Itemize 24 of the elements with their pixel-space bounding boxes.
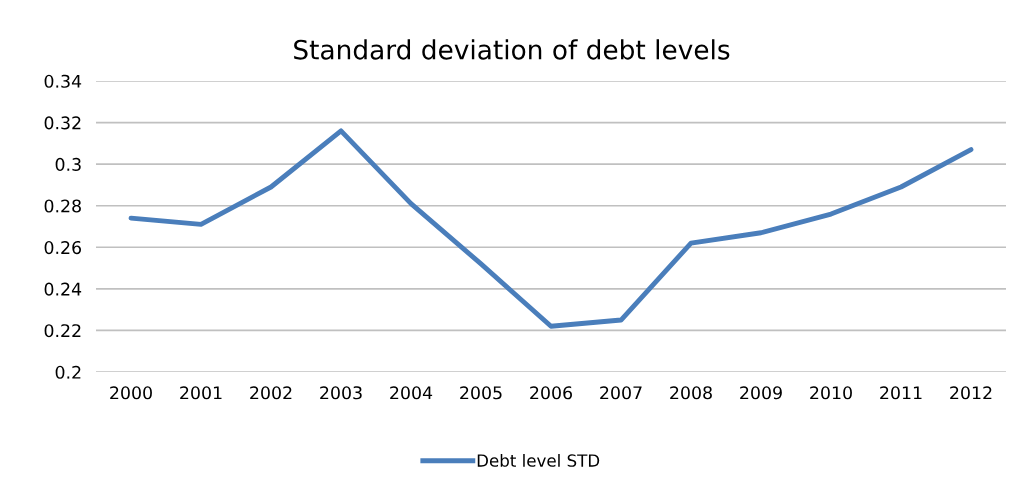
x-tick-label: 2009 [740,386,782,400]
y-tick-label: 0.26 [44,241,82,255]
x-tick-label: 2012 [950,386,992,400]
chart-title: Standard deviation of debt levels [294,39,730,60]
x-tick-label: 2008 [670,386,712,400]
legend-label: Debt level STD [477,453,600,467]
y-tick-label: 0.3 [55,157,81,171]
y-tick-label: 0.34 [44,74,82,88]
y-tick-label: 0.2 [55,365,81,379]
x-tick-label: 2004 [390,386,433,400]
x-tick-label: 2005 [460,386,502,400]
x-tick-label: 2001 [180,386,222,400]
y-tick-label: 0.28 [44,199,81,213]
y-tick-label: 0.24 [44,282,82,296]
x-tick-label: 2007 [600,386,642,400]
x-tick-label: 2006 [530,386,572,400]
line-series [128,128,974,329]
x-tick-label: 2003 [320,386,362,400]
x-tick-label: 2002 [250,386,292,400]
y-tick-label: 0.22 [44,324,81,338]
x-tick-label: 2011 [880,386,922,400]
y-tick-label: 0.32 [44,116,81,130]
x-tick-label: 2010 [810,386,852,400]
x-tick-label: 2000 [110,386,152,400]
